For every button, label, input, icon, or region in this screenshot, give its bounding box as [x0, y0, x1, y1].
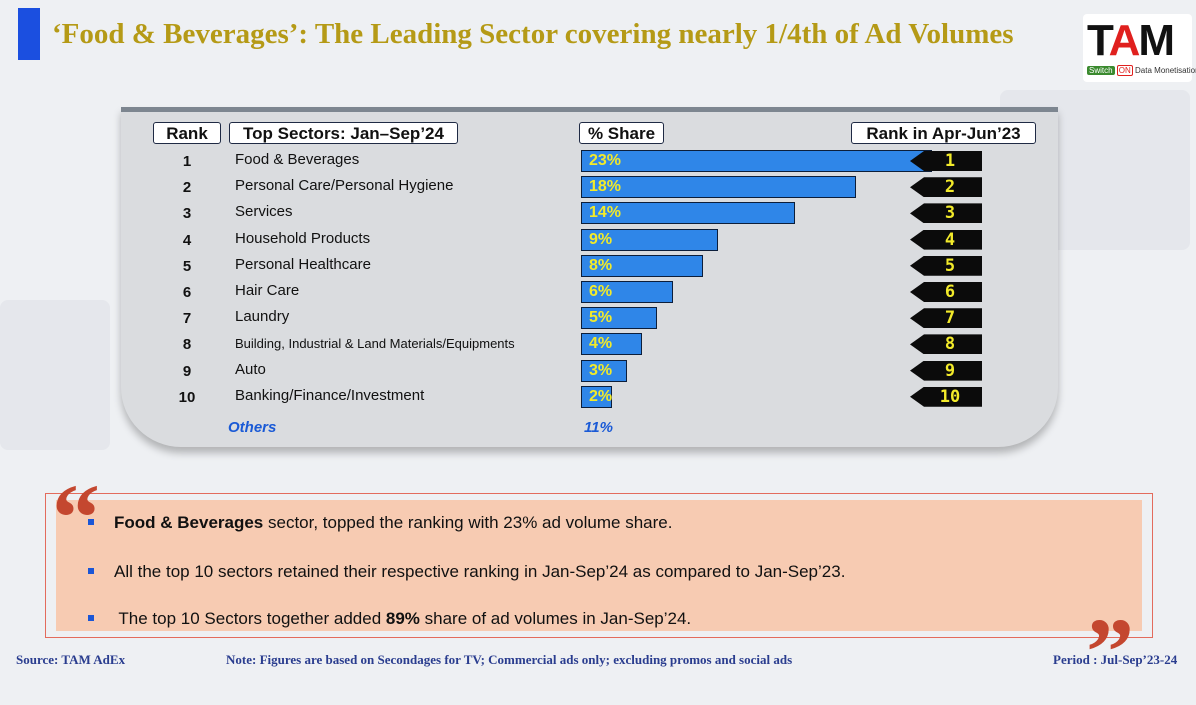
- others-value: 11%: [584, 419, 613, 436]
- share-bar: [581, 228, 719, 251]
- prev-rank-tag: 4: [910, 229, 982, 250]
- share-label: 18%: [589, 178, 622, 196]
- footer-source: Source: TAM AdEx: [16, 652, 126, 667]
- prev-rank-tag: 5: [910, 255, 982, 276]
- ranking-chart-panel: Rank Top Sectors: Jan–Sep’24 % Share Ran…: [121, 107, 1058, 447]
- rank-cell: 7: [182, 310, 192, 328]
- share-bar: [581, 281, 673, 303]
- prev-rank-tag: 1: [910, 151, 982, 171]
- sector-name: Food & Beverages: [235, 151, 360, 168]
- share-bar: [581, 307, 658, 330]
- header-prev-rank: Rank in Apr-Jun’23: [851, 122, 1036, 144]
- rank-cell: 3: [182, 205, 192, 223]
- rank-cell: 9: [182, 362, 192, 380]
- share-label: 6%: [589, 283, 613, 300]
- sector-name: Banking/Finance/Investment: [235, 386, 425, 404]
- share-bar: [581, 202, 795, 225]
- header-share: % Share: [579, 122, 664, 144]
- page-title: ‘Food & Beverages’: The Leading Sector c…: [52, 18, 1014, 50]
- summary-bullet-3: The top 10 Sectors together added 89% sh…: [88, 609, 691, 629]
- logo-tagline: Switch ON Data Monetisation: [1087, 65, 1196, 76]
- share-label: 8%: [589, 256, 613, 274]
- share-bar: [581, 254, 704, 277]
- rank-cell: 5: [182, 257, 192, 275]
- prev-rank-tag: 6: [910, 282, 982, 302]
- prev-rank-tag: 2: [910, 177, 982, 198]
- header-sector: Top Sectors: Jan–Sep’24: [229, 122, 458, 144]
- sector-name: Personal Healthcare: [235, 255, 371, 273]
- sector-name: Household Products: [235, 229, 371, 247]
- rank-cell: 6: [182, 284, 192, 301]
- share-label: 23%: [589, 152, 622, 169]
- summary-bullet-2: All the top 10 sectors retained their re…: [88, 562, 845, 582]
- share-bar: [581, 359, 627, 382]
- sector-name: Auto: [235, 360, 266, 378]
- share-label: 3%: [589, 361, 613, 379]
- share-bar: [581, 385, 612, 408]
- header-rank: Rank: [153, 122, 221, 144]
- summary-box: [56, 500, 1142, 631]
- rank-cell: 8: [182, 336, 192, 354]
- rank-cell: 10: [178, 388, 196, 406]
- prev-rank-tag: 7: [910, 308, 982, 329]
- others-label: Others: [228, 419, 277, 436]
- background-decor: [0, 300, 110, 450]
- share-label: 9%: [589, 230, 613, 248]
- prev-rank-tag: 9: [910, 360, 982, 381]
- share-label: 2%: [589, 387, 613, 405]
- share-label: 14%: [589, 204, 622, 222]
- bullet-square-icon: [88, 518, 94, 525]
- logo-wordmark: TAM: [1087, 16, 1175, 65]
- footer-note: Note: Figures are based on Secondages fo…: [226, 652, 793, 667]
- share-bar: [581, 333, 643, 356]
- panel-top-border: [121, 107, 1058, 112]
- rank-cell: 1: [182, 153, 192, 170]
- sector-name: Laundry: [235, 308, 290, 326]
- footer-period: Period : Jul-Sep’23-24: [1053, 652, 1178, 667]
- share-label: 5%: [589, 309, 613, 327]
- prev-rank-tag: 8: [910, 334, 982, 355]
- share-bar: [581, 176, 856, 199]
- summary-bullet-1: Food & Beverages sector, topped the rank…: [88, 513, 672, 533]
- sector-name: Personal Care/Personal Hygiene: [235, 177, 454, 195]
- sector-name: Building, Industrial & Land Materials/Eq…: [235, 336, 515, 352]
- title-accent-bar: [18, 8, 40, 60]
- open-quote-icon: “: [52, 464, 100, 571]
- sector-name: Hair Care: [235, 282, 300, 299]
- summary-box-border: [45, 493, 1153, 638]
- share-label: 4%: [589, 335, 613, 353]
- rank-cell: 4: [182, 231, 192, 249]
- sector-name: Services: [235, 203, 293, 221]
- rank-cell: 2: [182, 179, 192, 197]
- bullet-square-icon: [88, 614, 94, 621]
- bullet-square-icon: [88, 567, 94, 574]
- prev-rank-tag: 10: [910, 386, 982, 407]
- share-bar: [581, 150, 932, 172]
- prev-rank-tag: 3: [910, 203, 982, 224]
- tam-logo: TAM Switch ON Data Monetisation: [1083, 14, 1196, 82]
